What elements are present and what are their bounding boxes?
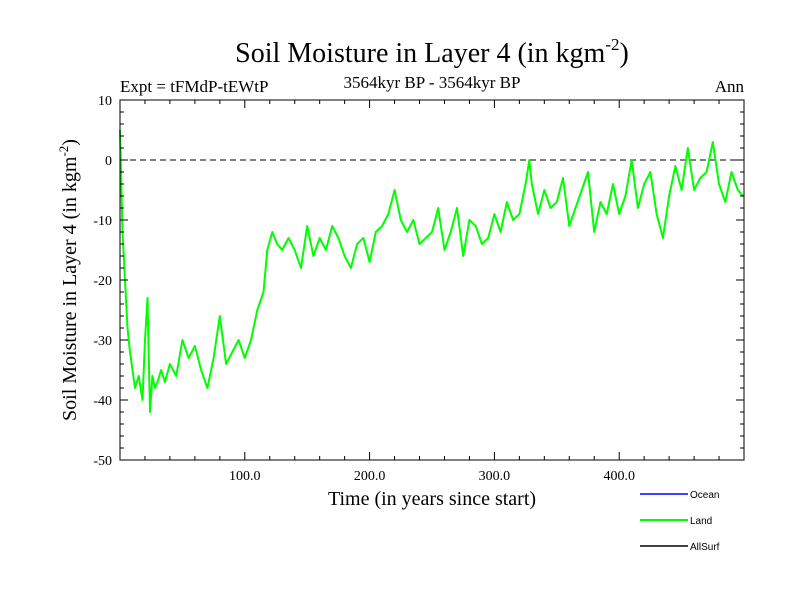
- chart-subtitle: 3564kyr BP - 3564kyr BP: [344, 73, 521, 92]
- x-tick-label: 400.0: [603, 469, 635, 484]
- expt-label: Expt = tFMdP-tEWtP: [120, 77, 268, 96]
- plot-frame: [119, 99, 745, 461]
- season-label: Ann: [715, 77, 745, 96]
- legend-label-ocean: Ocean: [690, 490, 719, 501]
- legend-label-land: Land: [690, 516, 712, 527]
- x-tick-label: 200.0: [354, 469, 386, 484]
- chart-title: Soil Moisture in Layer 4 (in kgm-2): [235, 35, 629, 69]
- chart-title-main: Soil Moisture in Layer 4 (in kgm: [235, 38, 605, 69]
- y-tick-label: -40: [93, 394, 112, 409]
- y-tick-label: -30: [93, 334, 112, 349]
- y-axis-label-end: ): [59, 139, 81, 146]
- series-line-land: [119, 129, 744, 413]
- y-axis-label: Soil Moisture in Layer 4 (in kgm-2): [56, 139, 81, 421]
- y-tick-label: 0: [105, 154, 112, 169]
- legend-label-allsurf: AllSurf: [690, 542, 720, 553]
- x-tick-label: 100.0: [229, 469, 261, 484]
- y-axis-label-main: Soil Moisture in Layer 4 (in kgm: [59, 156, 81, 421]
- chart-title-end: ): [620, 38, 629, 69]
- x-tick-label: 300.0: [479, 469, 511, 484]
- chart-title-sup: -2: [605, 35, 619, 54]
- y-tick-label: -50: [93, 454, 112, 469]
- legend: Ocean Land AllSurf: [640, 490, 720, 553]
- y-tick-label: 10: [98, 94, 112, 109]
- plot-area: -50 -40 -30 -20 -10 0 10 100.0 200.0 300.0 400.0: [93, 94, 745, 484]
- y-tick-label: -10: [93, 214, 112, 229]
- y-tick-label: -20: [93, 274, 112, 289]
- x-axis-label: Time (in years since start): [328, 488, 536, 510]
- y-axis-label-sup: -2: [56, 146, 71, 157]
